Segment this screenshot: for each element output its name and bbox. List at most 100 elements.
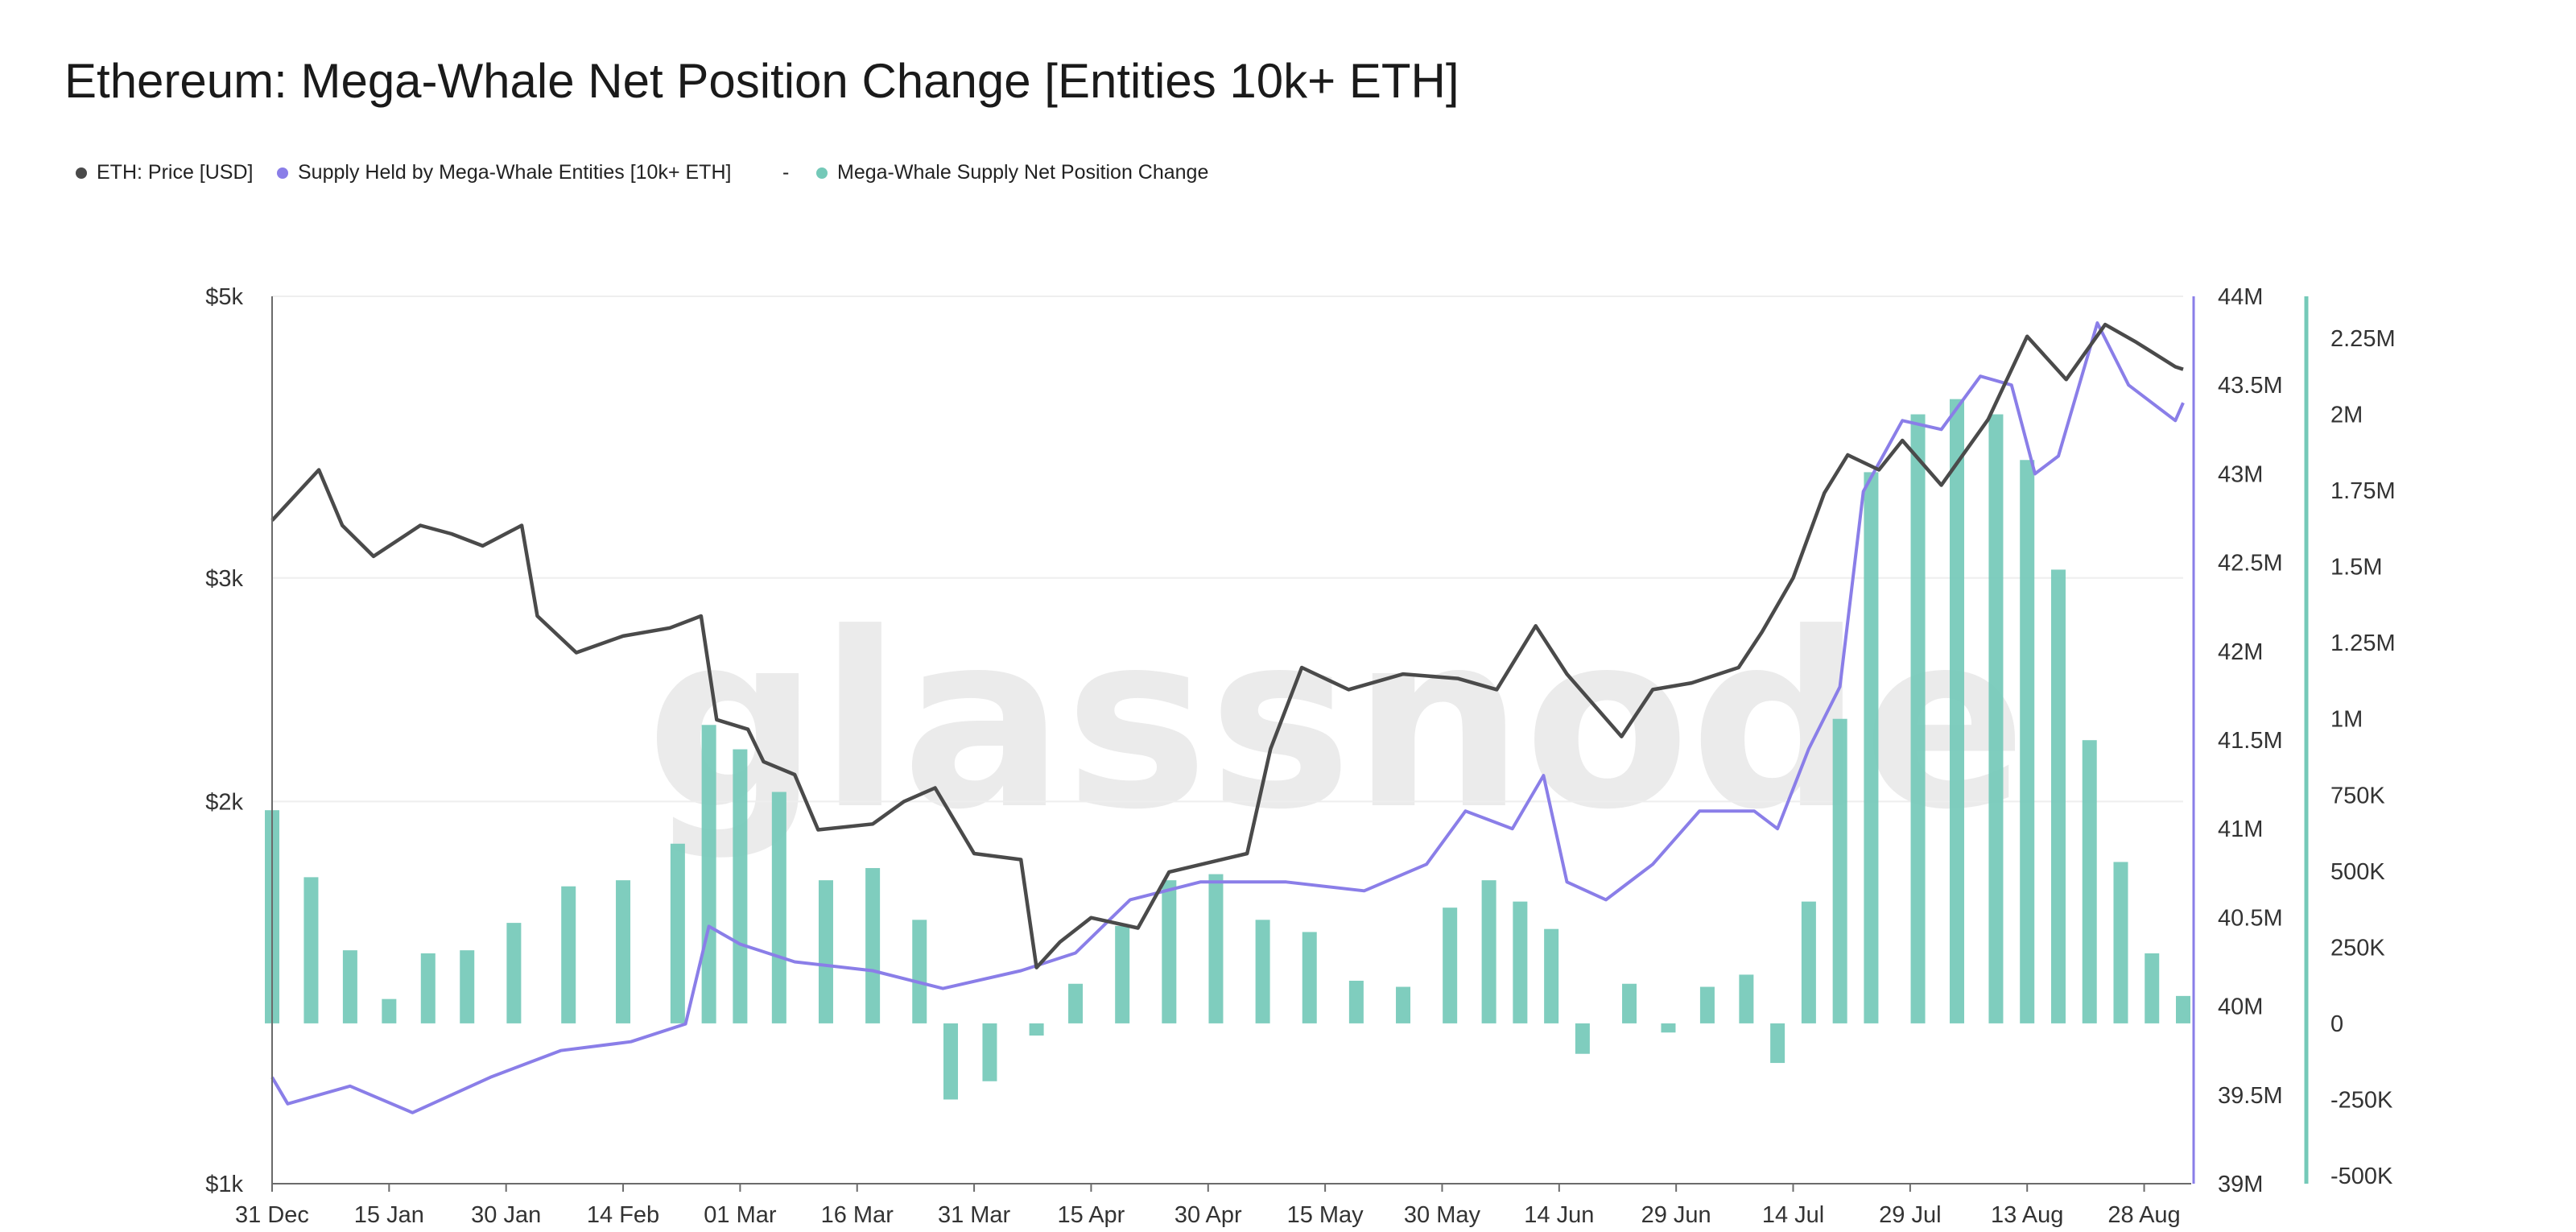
net-change-bar	[506, 923, 522, 1023]
right-axis-2-tick-label: 750K	[2330, 783, 2385, 808]
net-change-bar	[1029, 1023, 1044, 1036]
net-change-bar	[1949, 399, 1964, 1023]
net-change-bar	[670, 843, 685, 1023]
right-axis-1-tick-label: 40M	[2218, 994, 2263, 1020]
net-change-bar	[2050, 569, 2066, 1023]
net-change-bar	[1162, 880, 1177, 1023]
left-tick-label: $2k	[205, 789, 243, 815]
net-change-bar	[1770, 1023, 1785, 1064]
x-tick-label: 01 Mar	[704, 1202, 777, 1228]
x-tick-label: 31 Mar	[938, 1202, 1011, 1228]
legend-item-supply[interactable]: Supply Held by Mega-Whale Entities [10k+…	[277, 161, 731, 184]
net-change-bar	[420, 953, 436, 1023]
x-tick-label: 29 Jul	[1879, 1202, 1941, 1228]
net-change-bar	[1910, 414, 1926, 1023]
right-axis-2-tick-label: 1.75M	[2330, 478, 2396, 504]
legend-dot-price	[76, 167, 87, 179]
net-change-bar	[1348, 980, 1364, 1023]
net-change-bar	[1622, 983, 1637, 1023]
net-change-bar	[342, 950, 357, 1023]
net-change-bar	[1255, 920, 1270, 1023]
net-change-bar	[701, 725, 716, 1023]
net-change-bar	[1661, 1023, 1676, 1033]
net-change-bar	[1739, 974, 1754, 1023]
x-tick-label: 30 Apr	[1174, 1202, 1242, 1228]
x-tick-label: 15 Jan	[354, 1202, 424, 1228]
left-tick-label: $3k	[205, 566, 243, 592]
x-tick-label: 31 Dec	[235, 1202, 309, 1228]
right-axis-1-tick-label: 42.5M	[2218, 551, 2283, 577]
net-change-bar	[912, 920, 927, 1023]
legend-item-price[interactable]: ETH: Price [USD]	[76, 161, 253, 184]
net-change-bar	[1832, 718, 1847, 1023]
net-change-bar	[2082, 740, 2097, 1023]
net-change-bar	[2020, 460, 2035, 1023]
net-change-bar	[733, 749, 748, 1023]
net-change-bars	[265, 399, 2190, 1100]
net-change-bar	[1544, 928, 1559, 1023]
right-axis-2-tick-label: 1M	[2330, 707, 2363, 733]
legend-item-separator: -	[782, 161, 789, 184]
right-axis-1-tick-label: 44M	[2218, 284, 2263, 310]
axes	[271, 296, 2309, 1184]
right-axis-2-tick-label: 2M	[2330, 403, 2363, 428]
net-change-bar	[561, 886, 576, 1023]
net-change-bar	[1396, 986, 1411, 1023]
supply-line	[270, 321, 2185, 1114]
net-change-bar	[2145, 953, 2160, 1023]
net-change-bar	[771, 792, 786, 1023]
right-axis-1-tick-label: 39.5M	[2218, 1083, 2283, 1109]
right-axis-1-tick-label: 43M	[2218, 461, 2263, 487]
net-change-bar	[982, 1023, 997, 1081]
x-tick-label: 28 Aug	[2107, 1202, 2180, 1228]
net-change-bar	[1443, 907, 1458, 1023]
net-change-bar	[1208, 874, 1224, 1023]
right-axis-1-tick-label: 39M	[2218, 1172, 2263, 1197]
chart-title: Ethereum: Mega-Whale Net Position Change…	[64, 54, 1459, 108]
net-change-bar	[1575, 1023, 1590, 1054]
net-change-bar	[616, 880, 631, 1023]
legend-label-net-change: Mega-Whale Supply Net Position Change	[837, 161, 1209, 184]
x-tick-label: 30 May	[1404, 1202, 1481, 1228]
net-change-bar	[1513, 901, 1528, 1023]
left-tick-label: $5k	[205, 284, 243, 310]
net-change-bar	[2176, 995, 2190, 1023]
net-change-bar	[382, 998, 397, 1023]
net-change-bar	[1115, 925, 1130, 1023]
net-change-bar	[1864, 472, 1879, 1023]
x-tick-label: 14 Jun	[1524, 1202, 1594, 1228]
net-change-bar	[1481, 880, 1496, 1023]
legend-label-supply: Supply Held by Mega-Whale Entities [10k+…	[298, 161, 732, 184]
x-tick-label: 29 Jun	[1641, 1202, 1711, 1228]
net-change-bar	[1699, 986, 1715, 1023]
net-change-bar	[818, 880, 833, 1023]
right-axis-1-tick-label: 40.5M	[2218, 905, 2283, 931]
x-tick-label: 15 May	[1287, 1202, 1364, 1228]
right-axis-2-tick-label: 250K	[2330, 935, 2385, 961]
right-axis-2-tick-label: 500K	[2330, 859, 2385, 885]
right-axis-2-tick-label: 0	[2330, 1011, 2343, 1037]
tick-labels: $1k $2k $3k $5k 39M 39.5M 40M 40.5M 41M 41.5M 42M 4…	[205, 284, 2395, 1228]
legend-label-price: ETH: Price [USD]	[97, 161, 254, 184]
right-axis-2-tick-label: 2.25M	[2330, 326, 2396, 352]
x-tick-label: 15 Apr	[1058, 1202, 1125, 1228]
x-tick-label: 16 Mar	[821, 1202, 894, 1228]
net-change-bar	[1302, 932, 1317, 1023]
right-axis-1-tick-label: 43.5M	[2218, 373, 2283, 399]
net-change-bar	[1068, 983, 1084, 1023]
net-change-bar	[2113, 862, 2128, 1023]
price-line	[270, 322, 2184, 969]
right-axis-1-tick-label: 41.5M	[2218, 728, 2283, 754]
legend-item-net-change[interactable]: Mega-Whale Supply Net Position Change	[816, 161, 1208, 184]
net-change-bar	[943, 1023, 959, 1100]
legend-dot-net-change	[816, 167, 828, 179]
left-tick-label: $1k	[205, 1172, 243, 1197]
watermark: glassnode	[646, 581, 2026, 862]
net-change-bar	[865, 868, 881, 1023]
right-axis-2-tick-label: 1.25M	[2330, 630, 2396, 656]
x-tick-label: 13 Aug	[1991, 1202, 2063, 1228]
net-change-bar	[1801, 901, 1816, 1023]
net-change-bar	[460, 950, 475, 1023]
right-axis-2-tick-label: -500K	[2330, 1164, 2393, 1189]
